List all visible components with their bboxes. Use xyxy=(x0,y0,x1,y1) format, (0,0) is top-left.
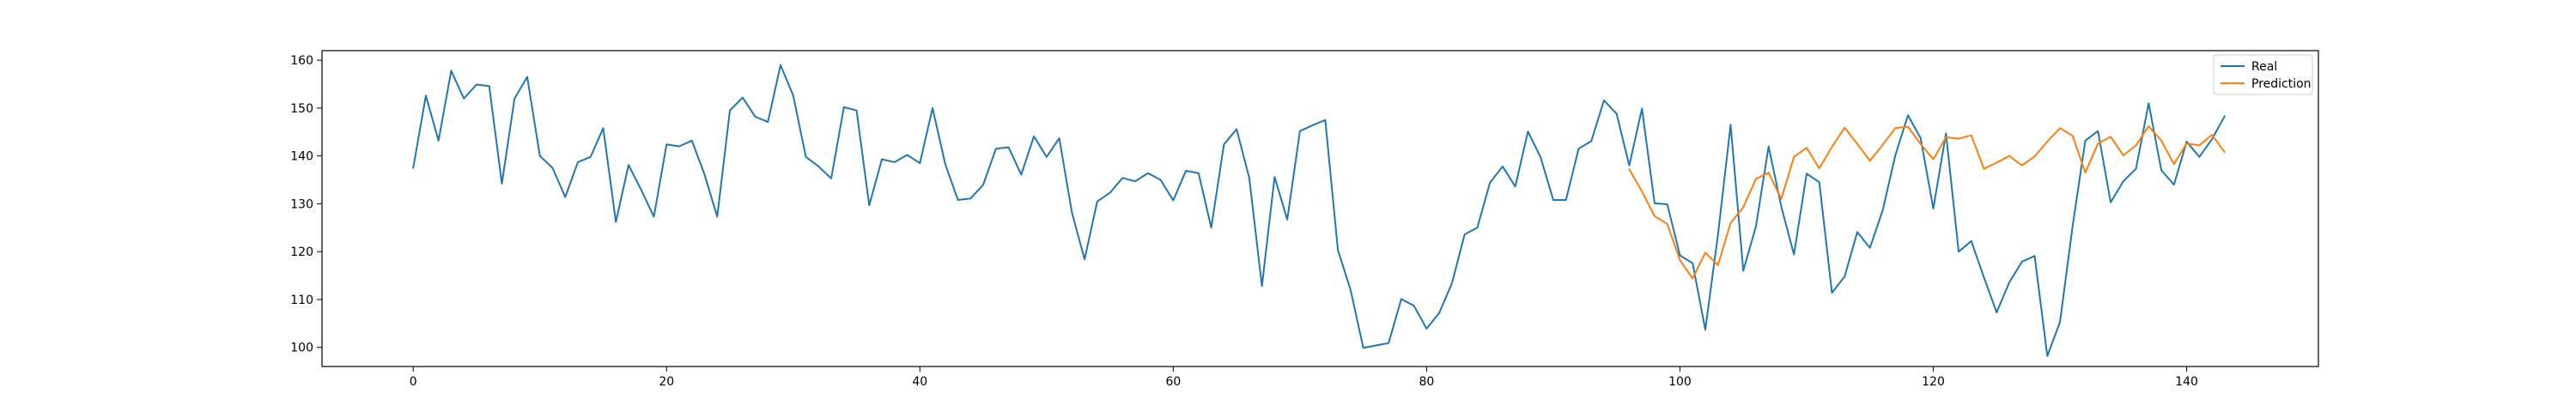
x-tick-label: 40 xyxy=(912,375,927,389)
series-line-prediction xyxy=(1628,125,2226,280)
y-tick-label: 110 xyxy=(290,294,313,307)
y-tick-label: 120 xyxy=(290,245,313,259)
y-tick-label: 160 xyxy=(290,54,313,68)
x-axis: 0 20 40 60 80 100 120 140 xyxy=(410,367,2198,389)
x-tick-label: 60 xyxy=(1165,375,1181,389)
x-tick-label: 120 xyxy=(1922,375,1945,389)
legend-box xyxy=(2213,54,2313,95)
x-tick-label: 80 xyxy=(1419,375,1435,389)
x-tick-label: 0 xyxy=(410,375,417,389)
x-tick-label: 20 xyxy=(659,375,674,389)
series-layer xyxy=(412,64,2226,357)
legend-label-real: Real xyxy=(2251,60,2277,74)
y-tick-label: 140 xyxy=(290,150,313,164)
legend-label-prediction: Prediction xyxy=(2251,77,2312,91)
plot-frame xyxy=(321,50,2319,367)
y-axis: 100 110 120 130 140 150 160 xyxy=(290,54,322,355)
x-tick-label: 140 xyxy=(2175,375,2198,389)
plot-area-background xyxy=(322,51,2318,367)
y-tick-label: 130 xyxy=(290,197,313,211)
y-tick-label: 100 xyxy=(290,342,313,355)
legend: Real Prediction xyxy=(2213,54,2313,95)
series-line-real xyxy=(412,64,2226,357)
y-tick-label: 150 xyxy=(290,102,313,116)
x-tick-label: 100 xyxy=(1668,375,1692,389)
